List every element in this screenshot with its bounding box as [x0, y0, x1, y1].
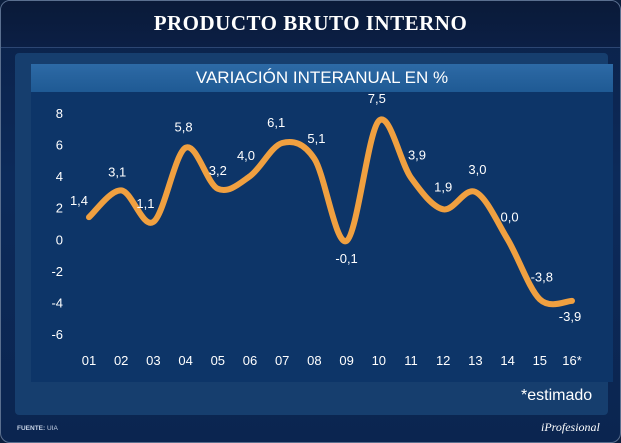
- data-label: 1,9: [434, 179, 452, 194]
- data-point: [183, 145, 188, 150]
- x-tick-label: 16*: [562, 353, 582, 368]
- data-point: [312, 156, 317, 161]
- data-label: 1,1: [136, 196, 154, 211]
- chart-title: PRODUCTO BRUTO INTERNO: [153, 11, 468, 35]
- brand-logo: iProfesional: [541, 420, 600, 434]
- x-tick-label: 11: [404, 353, 418, 368]
- data-label: 3,1: [108, 164, 126, 179]
- series-line: [86, 116, 575, 308]
- y-tick-label: 0: [56, 232, 63, 247]
- data-label: 5,1: [307, 131, 325, 146]
- data-label: -0,1: [335, 251, 357, 266]
- y-tick-label: 2: [56, 201, 63, 216]
- plot-area: [31, 92, 613, 382]
- source-credit: FUENTE: UIA: [17, 425, 58, 432]
- x-tick-label: 01: [82, 353, 96, 368]
- subtitle-bar: VARIACIÓN INTERANUAL EN %: [31, 64, 613, 92]
- data-point: [505, 237, 510, 242]
- chart-subtitle: VARIACIÓN INTERANUAL EN %: [195, 68, 449, 87]
- data-label: -3,9: [559, 309, 581, 324]
- data-point: [344, 238, 349, 243]
- estimate-note: *estimado: [521, 387, 593, 404]
- y-tick-label: -2: [51, 264, 63, 279]
- data-point: [376, 118, 381, 123]
- data-label: 4,0: [237, 148, 255, 163]
- x-tick-label: 05: [211, 353, 225, 368]
- x-tick-label: 03: [146, 353, 160, 368]
- x-tick-label: 10: [372, 353, 386, 368]
- x-tick-label: 12: [436, 353, 450, 368]
- data-point: [441, 207, 446, 212]
- x-tick-label: 08: [307, 353, 321, 368]
- y-tick-label: -6: [51, 327, 63, 342]
- data-label: 3,0: [468, 162, 486, 177]
- data-point: [248, 174, 252, 179]
- data-point: [409, 175, 413, 180]
- data-point: [570, 298, 574, 303]
- data-label: 5,8: [175, 120, 193, 135]
- x-tick-label: 09: [339, 353, 353, 368]
- data-label: 0,0: [501, 209, 519, 224]
- data-label: -3,8: [531, 269, 553, 284]
- x-tick-label: 02: [114, 353, 128, 368]
- x-tick-label: 14: [500, 353, 514, 368]
- header-bar: PRODUCTO BRUTO INTERNO: [1, 1, 620, 48]
- data-label: 1,4: [70, 193, 88, 208]
- source-value: UIA: [46, 425, 58, 432]
- data-point: [537, 297, 542, 302]
- data-label: 6,1: [267, 115, 285, 130]
- y-tick-label: 6: [56, 138, 63, 153]
- y-tick-label: -4: [51, 295, 63, 310]
- data-point: [473, 189, 478, 194]
- x-tick-label: 15: [533, 353, 547, 368]
- data-point: [119, 188, 124, 193]
- x-tick-label: 13: [468, 353, 482, 368]
- data-point: [215, 186, 220, 191]
- y-tick-label: 8: [56, 106, 63, 121]
- x-tick-label: 07: [275, 353, 289, 368]
- data-label: 7,5: [368, 91, 386, 106]
- data-point: [280, 140, 285, 145]
- x-tick-label: 04: [178, 353, 192, 368]
- data-point: [151, 219, 156, 224]
- x-tick-label: 06: [243, 353, 257, 368]
- source-label: FUENTE:: [17, 425, 46, 432]
- data-label: 3,2: [209, 163, 227, 178]
- data-label: 3,9: [408, 148, 426, 163]
- y-tick-label: 4: [56, 169, 63, 184]
- data-point: [87, 215, 91, 220]
